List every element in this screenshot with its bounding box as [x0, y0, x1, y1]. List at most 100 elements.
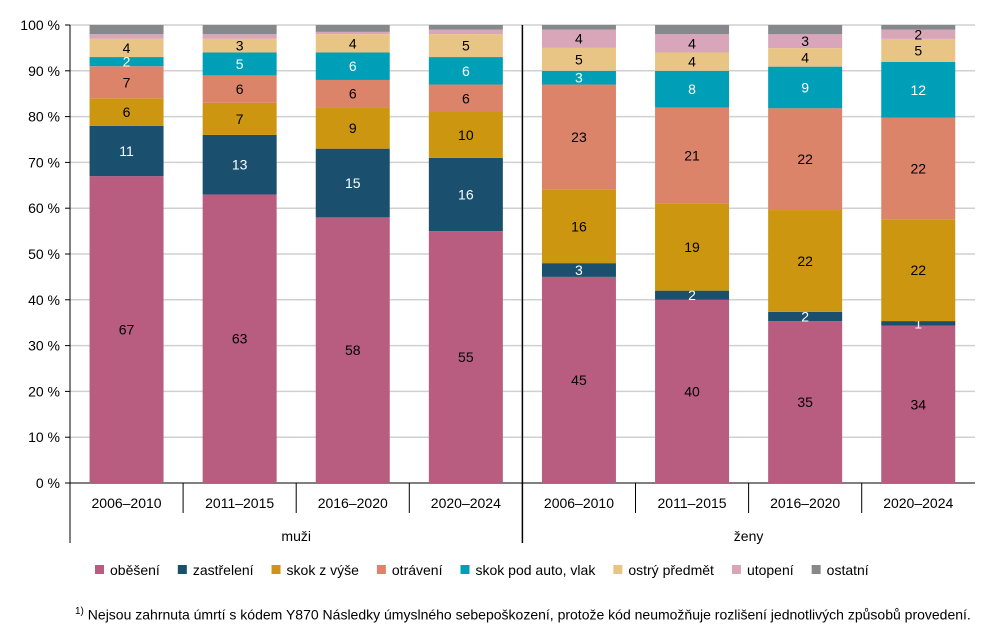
bar-segment [768, 108, 843, 211]
x-category-label: 2011–2015 [205, 495, 274, 511]
x-category-label: 2016–2020 [318, 495, 388, 511]
y-tick-label: 100 % [20, 17, 60, 33]
legend-swatch [613, 565, 623, 574]
data-label: 63 [232, 331, 248, 347]
bar-segment [881, 29, 956, 39]
data-label: 9 [349, 120, 357, 136]
bar-segment [881, 325, 956, 483]
bar-segment [541, 276, 616, 483]
y-tick-label: 50 % [28, 246, 60, 262]
bar-segment [881, 62, 956, 118]
bar-segment [428, 157, 503, 232]
bar-segment [202, 34, 277, 39]
legend-swatch [460, 565, 470, 574]
bar-segment [541, 47, 616, 71]
x-category-label: 2011–2015 [658, 495, 727, 511]
data-label: 35 [797, 394, 813, 410]
data-label: 3 [236, 38, 244, 54]
data-label: 10 [458, 127, 474, 143]
bar-segment [428, 112, 503, 158]
x-category-label: 2006–2010 [92, 495, 162, 511]
bar-segment [428, 231, 503, 483]
data-label: 2 [801, 308, 809, 324]
data-label: 2 [123, 54, 131, 70]
footnote-marker: 1) [75, 606, 84, 617]
legend-label: ostatní [827, 562, 869, 578]
group-label: ženy [734, 528, 764, 544]
legend-swatch [811, 565, 821, 574]
footnote-text: Nejsou zahrnuta úmrtí s kódem Y870 Násle… [87, 606, 971, 623]
bar-segment [655, 34, 730, 53]
legend-label: ostrý předmět [628, 562, 714, 578]
data-label: 22 [797, 151, 813, 167]
data-label: 5 [575, 51, 583, 67]
bar-segment [202, 134, 277, 195]
bar-segment [315, 34, 390, 53]
bar-segment [541, 70, 616, 85]
bar-segment [655, 52, 730, 71]
legend-swatch [177, 565, 187, 574]
bar-segment [315, 31, 390, 35]
bar-segment [315, 25, 390, 32]
data-label: 21 [684, 148, 700, 164]
bar-segment [89, 125, 164, 177]
bar-segment [202, 75, 277, 103]
bar-segment [89, 34, 164, 39]
y-tick-label: 20 % [28, 383, 60, 399]
data-label: 4 [575, 31, 583, 47]
bar-segment [89, 57, 164, 67]
bar-segment [428, 57, 503, 85]
data-label: 9 [801, 79, 809, 95]
data-label: 13 [232, 157, 248, 173]
group-label: muži [281, 528, 311, 544]
legend-label: utopení [747, 562, 794, 578]
footnote: 1) Nejsou zahrnuta úmrtí s kódem Y870 Ná… [75, 602, 975, 625]
bar-segment [202, 25, 277, 35]
data-label: 5 [914, 42, 922, 58]
x-category-label: 2006–2010 [544, 495, 614, 511]
data-label: 15 [345, 175, 361, 191]
bar-segment [315, 107, 390, 149]
data-label: 19 [684, 239, 700, 255]
bar-segment [655, 290, 730, 300]
data-label: 4 [123, 40, 131, 56]
legend-swatch [376, 565, 386, 574]
bar-segment [315, 52, 390, 80]
data-label: 7 [123, 74, 131, 90]
legend-label: skok z výše [287, 562, 360, 578]
bar-segment [655, 25, 730, 35]
data-label: 6 [462, 90, 470, 106]
bar-segment [428, 29, 503, 35]
bar-segment [881, 321, 956, 326]
data-label: 4 [801, 49, 809, 65]
x-category-label: 2016–2020 [770, 495, 840, 511]
bar-segment [541, 29, 616, 48]
bar-segment [541, 189, 616, 264]
bar-segment [655, 203, 730, 291]
legend-label: zastřelení [193, 562, 254, 578]
bar-segment [428, 84, 503, 113]
data-label: 5 [462, 38, 470, 54]
legend-swatch [95, 565, 104, 574]
bar-segment [202, 52, 277, 76]
data-label: 3 [575, 262, 583, 278]
bar-segment [428, 34, 503, 58]
legend-label: otrávení [392, 562, 443, 578]
data-label: 16 [458, 186, 474, 202]
data-label: 4 [688, 54, 696, 70]
bar-segment [315, 79, 390, 108]
legend-label: oběšení [110, 562, 160, 578]
bar-segment [541, 263, 616, 277]
bar-segment [89, 66, 164, 99]
y-tick-label: 10 % [28, 429, 60, 445]
data-label: 6 [462, 63, 470, 79]
data-label: 1 [914, 315, 922, 331]
bar-segment [881, 38, 956, 63]
data-label: 45 [571, 372, 587, 388]
bar-segment [315, 148, 390, 218]
legend-swatch [731, 565, 741, 574]
bar-segment [655, 107, 730, 204]
data-label: 58 [345, 342, 361, 358]
data-label: 8 [688, 81, 696, 97]
